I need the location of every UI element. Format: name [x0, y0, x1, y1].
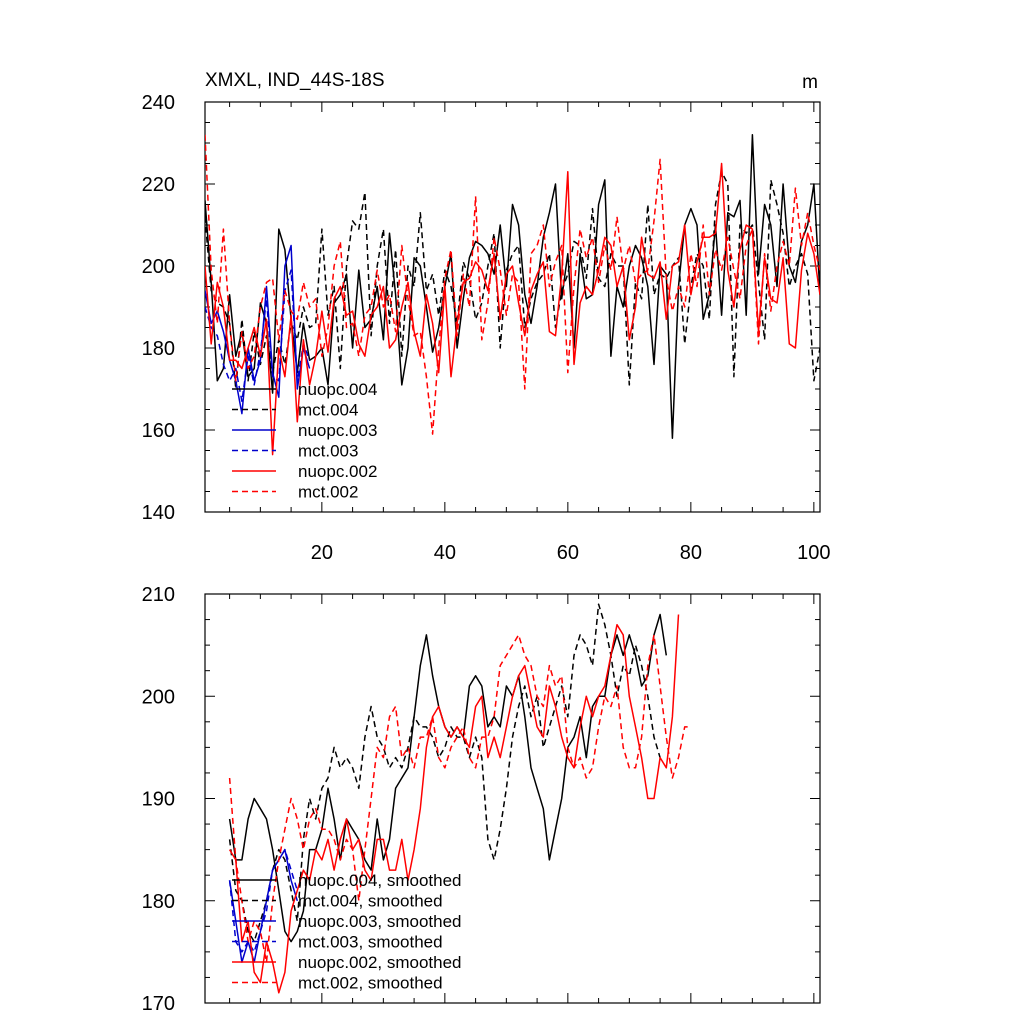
bottom-panel: 170 180 190 200 210 nuopc.004, smoothed mct.00…: [142, 584, 821, 1015]
x-tick-label: 80: [680, 542, 702, 564]
legend-label: mct.002: [298, 483, 358, 502]
series-line: [228, 603, 661, 943]
legend-label: nuopc.002, smoothed: [298, 953, 462, 972]
top-panel: 140 160 180 200 220 240 20 40 60 80 100 XMXL, IND_4…: [142, 70, 831, 564]
legend-label: nuopc.004, smoothed: [298, 871, 462, 890]
y-tick-label: 180: [142, 338, 175, 360]
x-tick-label: 60: [557, 542, 579, 564]
legend-label: nuopc.004: [298, 380, 377, 399]
legend-label: mct.003, smoothed: [298, 933, 443, 952]
y-tick-label: 170: [142, 993, 175, 1015]
series-line: [228, 614, 680, 994]
legend-label: mct.002, smoothed: [298, 974, 443, 993]
y-tick-label: 220: [142, 174, 175, 196]
y-tick-label: 140: [142, 502, 175, 524]
y-tick-label: 240: [142, 92, 175, 114]
series-line: [205, 269, 311, 403]
y-tick-label: 200: [142, 256, 175, 278]
y-tick-label: 160: [142, 420, 175, 442]
chart-title: XMXL, IND_44S-18S: [205, 70, 385, 91]
series-group: [205, 134, 820, 456]
series-line: [228, 848, 299, 953]
legend-label: nuopc.003: [298, 421, 377, 440]
y-tick-label: 210: [142, 584, 175, 606]
legend-label: nuopc.003, smoothed: [298, 912, 462, 931]
legend-label: mct.004, smoothed: [298, 892, 443, 911]
legend-label: mct.003: [298, 442, 358, 461]
x-tick-label: 40: [434, 542, 456, 564]
y-tick-label: 180: [142, 891, 175, 913]
legend-label: nuopc.002: [298, 462, 377, 481]
y-tick-label: 190: [142, 789, 175, 811]
units-label: m: [802, 72, 818, 93]
legend-label: mct.004: [298, 401, 358, 420]
x-tick-label: 20: [311, 542, 333, 564]
y-tick-label: 200: [142, 686, 175, 708]
series-line: [205, 170, 820, 390]
series-line: [205, 162, 820, 456]
series-line: [228, 634, 691, 963]
series-group: [228, 603, 691, 994]
x-tick-label: 100: [797, 542, 830, 564]
